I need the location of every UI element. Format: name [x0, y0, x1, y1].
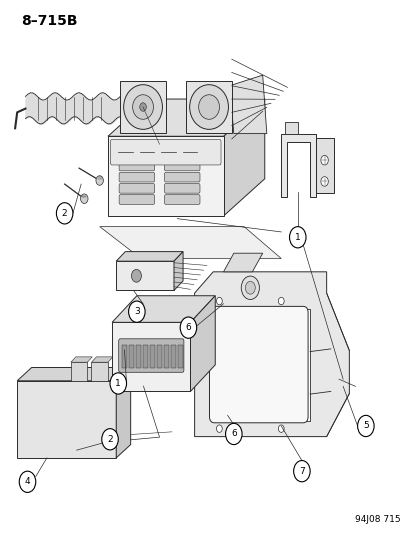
FancyBboxPatch shape: [119, 172, 154, 182]
Polygon shape: [91, 357, 113, 362]
Text: 6: 6: [185, 323, 191, 332]
Polygon shape: [229, 75, 266, 134]
Ellipse shape: [123, 85, 162, 130]
Circle shape: [140, 103, 146, 111]
FancyBboxPatch shape: [119, 150, 154, 160]
Ellipse shape: [132, 95, 153, 119]
Circle shape: [320, 156, 328, 165]
Circle shape: [19, 471, 36, 492]
Polygon shape: [223, 253, 262, 272]
Text: 94J08 715: 94J08 715: [354, 515, 400, 524]
FancyBboxPatch shape: [164, 150, 199, 160]
FancyBboxPatch shape: [119, 161, 154, 171]
Polygon shape: [173, 252, 183, 290]
FancyBboxPatch shape: [164, 183, 199, 193]
FancyBboxPatch shape: [122, 345, 127, 368]
Circle shape: [131, 269, 141, 282]
Circle shape: [241, 276, 259, 300]
FancyBboxPatch shape: [209, 306, 307, 423]
Ellipse shape: [198, 95, 219, 119]
Polygon shape: [280, 134, 316, 197]
Polygon shape: [223, 99, 264, 216]
Circle shape: [96, 176, 103, 185]
FancyBboxPatch shape: [178, 345, 183, 368]
Circle shape: [245, 281, 255, 294]
Polygon shape: [116, 261, 173, 290]
Circle shape: [128, 301, 145, 322]
FancyBboxPatch shape: [119, 339, 183, 372]
Circle shape: [278, 297, 283, 305]
FancyBboxPatch shape: [119, 183, 154, 193]
Ellipse shape: [189, 85, 228, 130]
Polygon shape: [116, 252, 183, 261]
Polygon shape: [194, 272, 349, 437]
Text: 5: 5: [362, 422, 368, 431]
FancyBboxPatch shape: [129, 345, 134, 368]
Circle shape: [102, 429, 118, 450]
FancyBboxPatch shape: [315, 138, 333, 193]
Polygon shape: [17, 368, 131, 381]
Circle shape: [56, 203, 73, 224]
Polygon shape: [108, 99, 264, 136]
FancyBboxPatch shape: [143, 345, 147, 368]
FancyBboxPatch shape: [171, 345, 176, 368]
FancyBboxPatch shape: [164, 345, 169, 368]
FancyBboxPatch shape: [150, 345, 154, 368]
Circle shape: [289, 227, 305, 248]
Polygon shape: [71, 362, 87, 381]
Text: 2: 2: [107, 435, 113, 444]
Circle shape: [216, 297, 222, 305]
FancyBboxPatch shape: [157, 345, 161, 368]
Polygon shape: [112, 322, 190, 391]
Polygon shape: [100, 227, 280, 259]
Text: 7: 7: [298, 467, 304, 475]
Polygon shape: [116, 368, 131, 458]
Polygon shape: [91, 362, 108, 381]
FancyBboxPatch shape: [136, 345, 141, 368]
Circle shape: [357, 415, 373, 437]
Circle shape: [320, 176, 328, 186]
Polygon shape: [211, 309, 309, 421]
Polygon shape: [112, 296, 215, 322]
Circle shape: [180, 317, 196, 338]
Text: 1: 1: [294, 233, 300, 242]
Polygon shape: [17, 381, 116, 458]
FancyBboxPatch shape: [164, 161, 199, 171]
Text: 6: 6: [230, 430, 236, 439]
Circle shape: [278, 425, 283, 432]
Text: 4: 4: [25, 478, 30, 486]
FancyBboxPatch shape: [110, 140, 221, 165]
FancyBboxPatch shape: [164, 172, 199, 182]
Polygon shape: [186, 82, 231, 133]
Text: 3: 3: [134, 307, 140, 316]
Circle shape: [225, 423, 242, 445]
Polygon shape: [108, 136, 223, 216]
Circle shape: [81, 194, 88, 204]
Text: 2: 2: [62, 209, 67, 218]
FancyBboxPatch shape: [164, 195, 199, 204]
FancyBboxPatch shape: [284, 123, 297, 134]
Circle shape: [293, 461, 309, 482]
Polygon shape: [71, 357, 92, 362]
Polygon shape: [120, 82, 165, 133]
Circle shape: [216, 425, 222, 432]
Circle shape: [110, 373, 126, 394]
Polygon shape: [190, 296, 215, 391]
FancyBboxPatch shape: [119, 195, 154, 204]
Text: 1: 1: [115, 379, 121, 388]
Text: 8–715B: 8–715B: [21, 14, 78, 28]
